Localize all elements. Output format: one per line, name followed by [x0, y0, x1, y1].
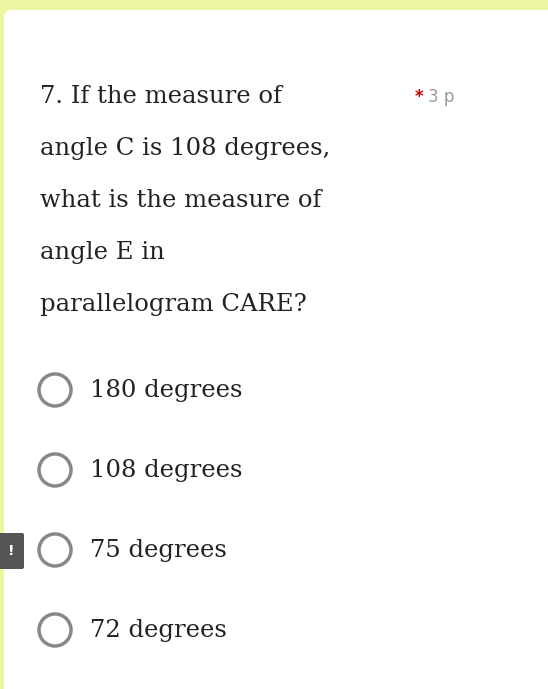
Circle shape: [39, 614, 71, 646]
Bar: [0, 0, 548, 30]
Text: *: *: [415, 88, 424, 106]
Text: angle C is 108 degrees,: angle C is 108 degrees,: [40, 137, 330, 160]
Text: 7. If the measure of: 7. If the measure of: [40, 85, 282, 108]
Text: what is the measure of: what is the measure of: [40, 189, 321, 212]
Text: 3 p: 3 p: [428, 88, 454, 106]
Text: angle E in: angle E in: [40, 241, 165, 264]
Text: parallelogram CARE?: parallelogram CARE?: [40, 293, 307, 316]
Circle shape: [39, 374, 71, 406]
Text: 72 degrees: 72 degrees: [90, 619, 227, 641]
Text: !: !: [8, 544, 14, 558]
FancyBboxPatch shape: [4, 10, 548, 689]
Text: 75 degrees: 75 degrees: [90, 539, 227, 562]
Circle shape: [39, 534, 71, 566]
Text: 108 degrees: 108 degrees: [90, 458, 243, 482]
Text: 180 degrees: 180 degrees: [90, 378, 243, 402]
FancyBboxPatch shape: [0, 533, 24, 569]
Circle shape: [39, 454, 71, 486]
